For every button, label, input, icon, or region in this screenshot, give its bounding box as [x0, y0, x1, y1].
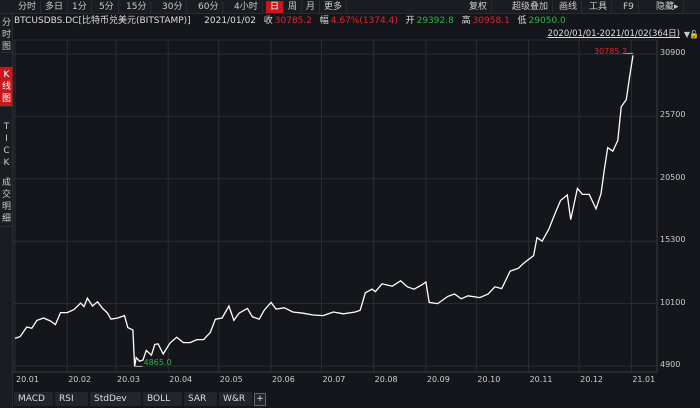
toolbar-button-0[interactable]: 复权: [465, 1, 493, 13]
x-tick-label: 20.03: [117, 375, 140, 384]
plot-frame: [12, 39, 658, 373]
indicator-tab-2[interactable]: StdDev: [90, 392, 142, 406]
sidebar-tab-2[interactable]: T I C K: [0, 119, 13, 168]
sidebar-tab-0[interactable]: 分 时 图: [0, 15, 13, 53]
y-tick-label: 30900: [660, 48, 686, 57]
x-tick-label: 20.12: [580, 375, 604, 384]
y-tick-label: 10100: [660, 297, 686, 307]
period-tab-11[interactable]: 更多: [320, 1, 348, 13]
x-tick-label: 20.09: [426, 375, 450, 384]
period-tab-1[interactable]: 多日: [41, 1, 69, 13]
price-line: [14, 55, 634, 367]
toolbar-button-2[interactable]: 画线: [555, 1, 583, 13]
period-tab-3[interactable]: 5分: [95, 1, 119, 13]
indicator-tab-0[interactable]: MACD: [14, 392, 54, 406]
period-tab-0[interactable]: 分时: [14, 1, 42, 13]
period-tab-6[interactable]: 60分: [194, 1, 224, 13]
sidebar-tab-3[interactable]: 成 交 明 细: [0, 175, 13, 227]
x-tick-label: 20.08: [374, 375, 398, 384]
period-tab-4[interactable]: 15分: [122, 1, 152, 13]
symbol: BTCUSDBS.DC[比特币兑美元(BITSTAMP)]: [14, 16, 191, 26]
indicator-tab-5[interactable]: W&R: [219, 392, 253, 406]
period-tab-10[interactable]: 月: [302, 1, 321, 13]
indicator-tab-1[interactable]: RSI: [55, 392, 89, 406]
min-label: 4865.0: [143, 358, 172, 368]
x-tick-label: 20.01: [16, 375, 39, 384]
quote-info: BTCUSDBS.DC[比特币兑美元(BITSTAMP)] 2021/01/02…: [14, 14, 568, 28]
y-tick-label: 20500: [660, 172, 686, 182]
low-label: 低: [517, 16, 527, 26]
toolbar-button-1[interactable]: 超级叠加: [508, 1, 554, 13]
x-tick-label: 20.06: [271, 375, 295, 384]
indicator-tab-3[interactable]: BOLL: [143, 392, 183, 406]
x-tick-label: 20.02: [68, 375, 92, 384]
open-value: 29392.8: [416, 16, 454, 26]
toolbar: 分时 多日 1分 5分 15分 30分 60分 4小时日周月更多 复权 超级叠加 画线 工具 F9 隐藏▸: [0, 0, 700, 14]
period-tab-5[interactable]: 30分: [158, 1, 188, 13]
y-tick-label: 25700: [660, 110, 686, 120]
sidebar-tab-1[interactable]: K 线 图: [0, 67, 13, 107]
indicator-tab-4[interactable]: SAR: [184, 392, 218, 406]
x-tick-label: 20.10: [477, 375, 501, 384]
x-tick-label: 20.05: [219, 375, 243, 384]
dropdown-triangle-icon[interactable]: ▼: [683, 30, 690, 39]
x-tick-label: 21.01: [632, 375, 656, 384]
y-tick-label: 4900: [660, 360, 681, 369]
x-tick-label: 20.07: [322, 375, 346, 384]
x-tick-label: 20.04: [169, 375, 193, 384]
close-label: 收: [263, 16, 273, 26]
x-tick-label: 20.11: [529, 375, 553, 384]
toolbar-button-4[interactable]: F9: [619, 1, 639, 13]
high-label: 高: [461, 16, 471, 26]
date-range-selector[interactable]: 2020/01/01-2021/01/02(364日): [547, 29, 680, 39]
period-tab-8[interactable]: 日: [266, 1, 285, 13]
y-tick-label: 15300: [660, 235, 686, 245]
date: 2021/01/02: [204, 16, 257, 26]
open-label: 开: [405, 16, 415, 26]
period-tab-2[interactable]: 1分: [68, 1, 92, 13]
max-label: 30785.2: [594, 47, 628, 57]
lock-icon[interactable]: 🔓: [689, 30, 699, 39]
close-value: 30785.2: [274, 16, 312, 26]
high-value: 30958.1: [472, 16, 510, 26]
change-label: 幅: [319, 16, 329, 26]
period-tab-7[interactable]: 4小时: [230, 1, 263, 13]
toolbar-button-3[interactable]: 工具: [585, 1, 613, 13]
indicator-tab-6[interactable]: +: [254, 393, 266, 406]
period-tab-9[interactable]: 周: [284, 1, 303, 13]
low-value: 29050.0: [528, 16, 566, 26]
sidebar: 分 时 图 K 线 图 T I C K 成 交 明 细: [0, 14, 13, 408]
toolbar-button-5[interactable]: 隐藏▸: [652, 1, 684, 13]
change-value: 4.67%(1374.4): [330, 16, 398, 26]
